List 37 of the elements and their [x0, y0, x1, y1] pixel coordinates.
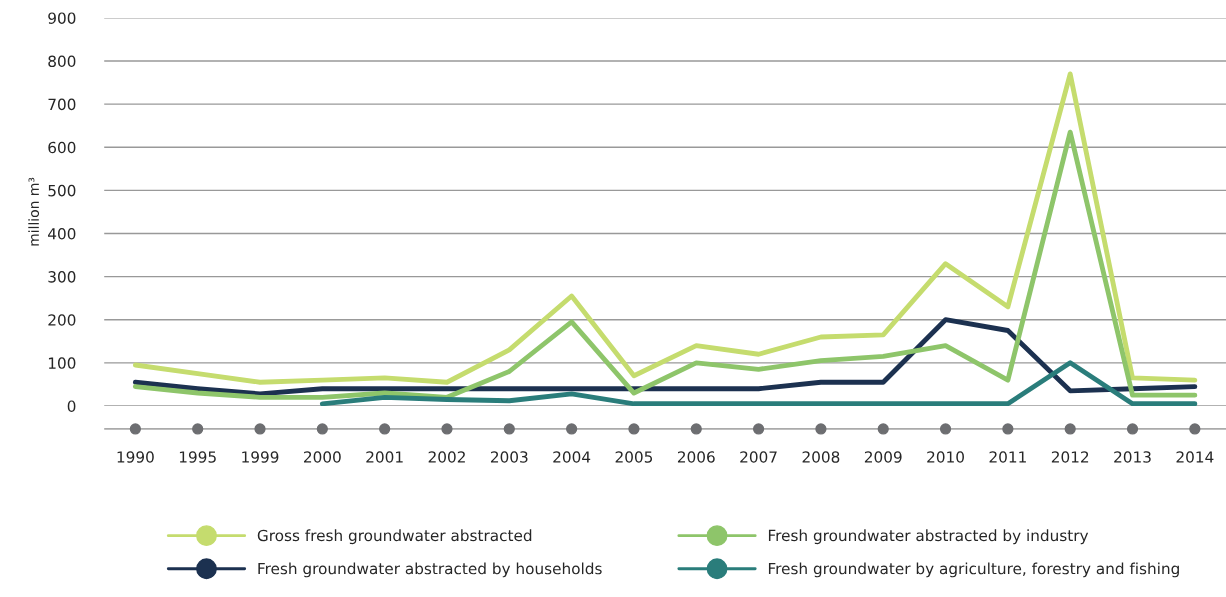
x-tick-label: 2003 [490, 451, 528, 463]
y-tick-label: 400 [48, 227, 76, 240]
y-tick-label: 600 [48, 141, 76, 154]
x-tick-label: 2004 [553, 451, 591, 463]
legend-label: Fresh groundwater by agriculture, forestry and fishing [768, 562, 1179, 578]
x-tick-label: 2012 [1051, 451, 1089, 463]
x-tick-label: 2008 [802, 451, 840, 463]
legend-label: Gross fresh groundwater abstracted [257, 529, 532, 545]
x-tick-label: 2013 [1114, 451, 1151, 463]
y-tick-label: 100 [48, 357, 76, 369]
legend-label: Fresh groundwater abstracted by households [258, 562, 602, 578]
y-tick-label: 300 [48, 271, 76, 283]
y-tick-label: 900 [48, 12, 76, 24]
x-tick-label: 1990 [117, 451, 154, 463]
x-tick-label: 2005 [615, 451, 653, 463]
x-tick-label: 2002 [428, 451, 465, 463]
y-tick-label: 700 [48, 98, 76, 111]
y-tick-label: 500 [48, 184, 76, 197]
x-tick-label: 2007 [740, 451, 777, 463]
x-tick-label: 2010 [927, 451, 964, 463]
legend-label: Fresh groundwater abstracted by industry [768, 529, 1089, 545]
y-tick-label: 0 [67, 400, 76, 412]
x-tick-label: 2009 [864, 451, 902, 463]
x-tick-label: 2006 [677, 451, 715, 463]
x-tick-label: 2000 [304, 451, 341, 463]
line-series [319, 360, 1198, 406]
x-tick-label: 2011 [989, 451, 1026, 463]
line-series [132, 317, 1198, 397]
y-tick-label: 800 [48, 55, 76, 68]
line-series [132, 129, 1198, 400]
x-tick-label: 1999 [242, 451, 279, 463]
x-tick-label: 2001 [366, 451, 403, 463]
line-series [132, 71, 1198, 385]
y-axis-title: million m³ [28, 177, 40, 246]
y-tick-label: 200 [48, 314, 76, 326]
x-tick-label: 2014 [1176, 451, 1214, 463]
x-tick-label: 1995 [179, 451, 216, 463]
